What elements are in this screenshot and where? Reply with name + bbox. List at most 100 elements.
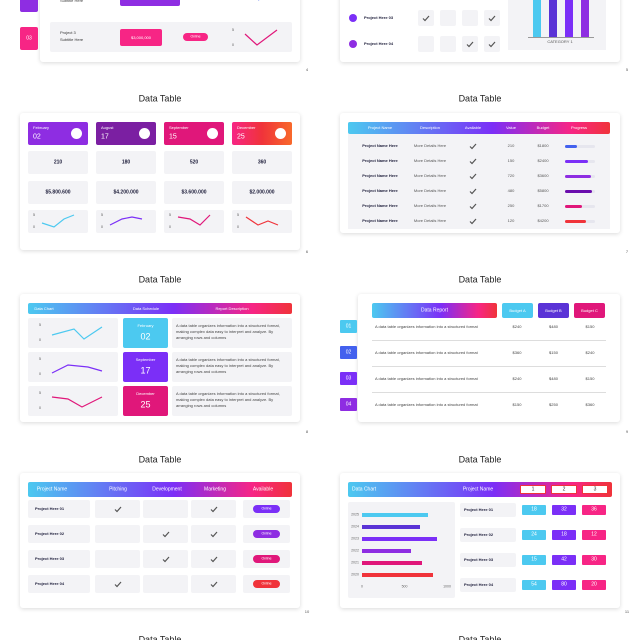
status: Online [261, 506, 272, 511]
subtitle: Subtitle Here [60, 0, 84, 3]
header-cell: Available [252, 486, 274, 492]
cell [96, 181, 156, 204]
value: 360 [257, 159, 267, 165]
row-label-text: 03 [345, 375, 352, 381]
page-number: 6 [305, 249, 309, 254]
chart-panel [28, 352, 118, 382]
page-number: 7 [625, 249, 629, 254]
budget-value: $240 [512, 376, 522, 381]
project-name: Project Here 02 [35, 531, 65, 536]
budget-value: $150 [585, 324, 595, 329]
tick: 0 [231, 42, 235, 47]
label [20, 27, 38, 50]
progress-bar [565, 204, 582, 208]
mini-graphic [488, 41, 496, 47]
x-tick-label: 1000 [443, 584, 451, 589]
cell [460, 528, 516, 542]
bar [362, 537, 437, 541]
budget: $4200 [537, 218, 549, 223]
column-box [551, 485, 577, 494]
budget-value: $250 [549, 402, 558, 407]
day: 25 [140, 399, 151, 410]
y-label: 2021 [351, 560, 359, 565]
cell [28, 181, 88, 204]
header-cell: Value [506, 125, 516, 130]
trend-line [210, 506, 217, 512]
progress-bar [565, 189, 592, 193]
column-box [582, 485, 608, 494]
header-cell: Data Chart [352, 486, 377, 492]
trend-line [162, 556, 169, 562]
tick: 0 [38, 371, 42, 376]
value-box [552, 505, 576, 515]
value: 18 [531, 506, 537, 513]
cell [95, 550, 140, 568]
value-box [522, 530, 546, 540]
bar [362, 513, 429, 517]
project-name: Project Here 02 [464, 532, 494, 537]
status-pill [253, 530, 280, 538]
value: 36 [591, 506, 597, 513]
project-name: Project Name Here [362, 203, 398, 208]
budget-value: $480 [549, 324, 558, 329]
caption: Data Table [138, 274, 182, 285]
bar [533, 0, 541, 37]
trend-line [51, 364, 103, 374]
project-name: Project Name Here [362, 218, 398, 223]
amount: $3,000,000 [130, 34, 152, 40]
status-pill [253, 505, 280, 513]
tick: 0 [168, 224, 172, 229]
header-cell: Budget [536, 125, 550, 130]
icon [139, 128, 150, 139]
mini-graphic [109, 216, 143, 226]
trend-line [114, 581, 121, 587]
mini-graphic [51, 396, 103, 408]
value-box [552, 580, 576, 590]
header-cell: Report Description [215, 305, 249, 311]
value-box [522, 505, 546, 515]
tick: 5 [100, 212, 104, 217]
description: A data table organizes information into … [375, 350, 478, 355]
value-box [522, 555, 546, 565]
mini-graphic [114, 506, 121, 512]
description: A data table organizes information into … [375, 324, 478, 329]
budget-value: $150 [549, 350, 558, 355]
header [348, 482, 612, 497]
mini-graphic [245, 216, 279, 226]
check-cell [418, 36, 434, 52]
header-cell: Data Report [421, 307, 448, 313]
value: 150 [507, 158, 515, 163]
progress-bar [565, 159, 588, 163]
project-name: Project Name Here [362, 143, 398, 148]
header-cell: Data Schedule [132, 305, 160, 311]
value: 520 [189, 159, 199, 165]
value-box [552, 530, 576, 540]
trend-line [469, 158, 477, 164]
trend-line [469, 218, 477, 224]
y-label: 2024 [351, 524, 359, 529]
cell [28, 525, 90, 543]
header-cell: Budget B [545, 307, 562, 313]
amount: $5.800.600 [45, 189, 71, 195]
value-box [582, 555, 606, 565]
page-number: 8 [305, 429, 309, 434]
tick: 0 [32, 224, 36, 229]
value: 42 [561, 556, 567, 563]
description: More Details Here [413, 158, 447, 163]
chart-panel [28, 386, 118, 416]
cell [143, 575, 188, 593]
desc-panel [172, 318, 292, 348]
trend-line [162, 531, 169, 537]
header-cell: Budget A [509, 307, 526, 313]
cell [28, 151, 88, 174]
cell [460, 553, 516, 567]
header-cell: Description [419, 125, 441, 130]
cell [28, 550, 90, 568]
description: More Details Here [413, 188, 447, 193]
cell [164, 151, 224, 174]
progress-bar [565, 174, 591, 178]
caption: Data Table [458, 93, 502, 104]
header-cell: Project Name [367, 125, 393, 130]
trend-line [210, 531, 217, 537]
